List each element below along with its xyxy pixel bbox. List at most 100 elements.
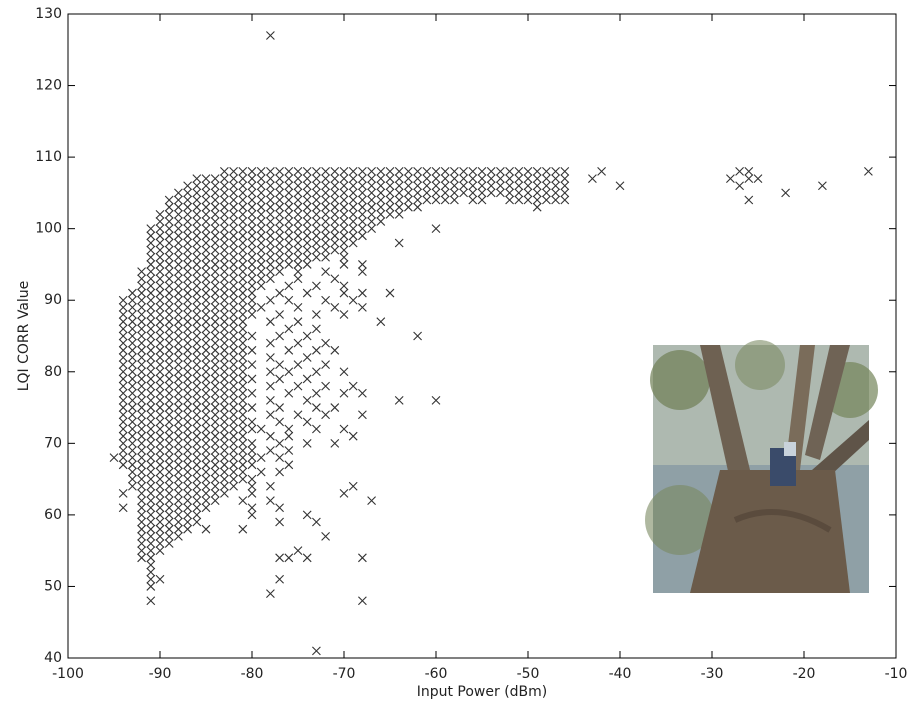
point [201, 381, 211, 391]
point [312, 367, 321, 377]
point [302, 217, 312, 226]
point [532, 181, 542, 191]
point [330, 224, 340, 234]
point [155, 310, 165, 319]
point [256, 467, 266, 477]
point [192, 403, 202, 412]
point [201, 474, 211, 484]
point [229, 252, 238, 262]
point [146, 310, 156, 319]
point [275, 574, 284, 584]
point [238, 331, 248, 341]
point [174, 496, 183, 505]
point [238, 167, 248, 176]
point [367, 202, 376, 212]
point [238, 260, 248, 269]
point [201, 274, 211, 284]
point [174, 524, 183, 534]
point [155, 209, 165, 219]
point [128, 374, 137, 384]
point [128, 353, 137, 362]
point [137, 338, 146, 348]
point [293, 274, 303, 284]
point [118, 338, 128, 348]
point [247, 460, 257, 470]
point [238, 174, 248, 183]
point [183, 281, 192, 291]
point [284, 260, 294, 269]
point [210, 174, 220, 183]
point [220, 217, 229, 226]
point [201, 360, 211, 370]
point [146, 338, 156, 348]
point [330, 245, 340, 255]
point [440, 188, 450, 198]
point [210, 388, 220, 398]
point [201, 481, 211, 491]
point [174, 438, 183, 448]
point [183, 317, 192, 327]
point [293, 410, 303, 420]
point [192, 252, 202, 262]
point [302, 195, 312, 205]
point [164, 274, 174, 284]
point [137, 410, 146, 420]
point [256, 267, 266, 276]
point [597, 167, 606, 176]
point [174, 209, 183, 219]
point [247, 374, 257, 384]
point [339, 489, 349, 498]
point [284, 424, 294, 434]
point [284, 431, 294, 441]
point [118, 460, 128, 470]
point [284, 188, 294, 198]
point [293, 260, 303, 269]
point [330, 231, 340, 241]
point [183, 267, 192, 276]
point [348, 431, 358, 441]
point [293, 245, 303, 255]
point [532, 195, 542, 205]
point [247, 288, 257, 298]
point [394, 181, 404, 191]
point [128, 381, 137, 391]
point [422, 167, 432, 176]
point [155, 295, 165, 305]
point [174, 202, 183, 212]
point [321, 195, 330, 205]
point [312, 174, 321, 183]
point [192, 424, 202, 434]
point [137, 460, 146, 470]
point [174, 188, 183, 198]
point [293, 224, 303, 234]
point [210, 396, 220, 405]
point [293, 202, 303, 212]
y-tick-label: 110 [35, 149, 62, 165]
point [137, 288, 146, 298]
point [210, 345, 220, 355]
point [238, 367, 248, 377]
point [321, 238, 330, 248]
point [339, 310, 349, 319]
point [532, 188, 542, 198]
point [146, 417, 156, 427]
point [247, 510, 257, 520]
point [155, 467, 165, 477]
point [385, 188, 395, 198]
point [146, 267, 156, 276]
x-tick-label: -40 [609, 666, 632, 682]
point [229, 388, 238, 398]
point [164, 517, 174, 527]
point [358, 167, 367, 176]
point [164, 317, 174, 327]
point [164, 360, 174, 370]
point [118, 374, 128, 384]
point [376, 209, 386, 219]
point [293, 174, 303, 183]
point [210, 245, 220, 255]
point [146, 345, 156, 355]
point [339, 224, 349, 234]
point [266, 209, 275, 219]
point [358, 231, 367, 241]
point [210, 224, 220, 234]
